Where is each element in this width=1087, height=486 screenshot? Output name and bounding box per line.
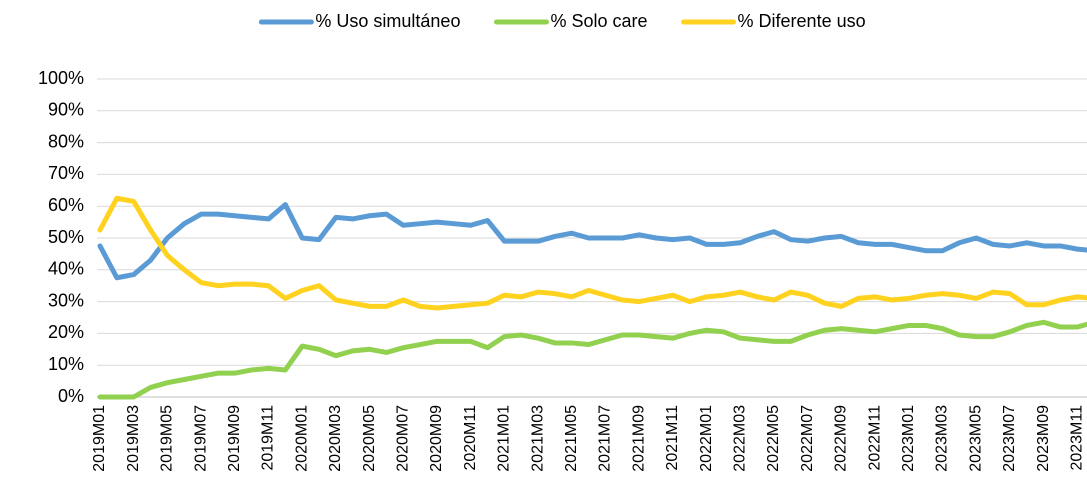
y-tick-label: 90% [48,100,84,120]
x-tick-label: 2019M03 [125,405,142,472]
x-tick-label: 2023M11 [1069,405,1086,471]
y-tick-label: 50% [48,227,84,247]
y-tick-label: 0% [58,386,84,406]
x-tick-label: 2021M03 [529,405,546,472]
series-line [97,319,1087,400]
x-tick-label: 2021M11 [664,405,681,471]
x-tick-label: 2020M03 [327,405,344,472]
y-tick-label: 10% [48,354,84,374]
x-tick-label: 2022M05 [765,405,782,472]
series-line [97,202,1087,281]
x-tick-label: 2020M07 [395,405,412,472]
x-tick-label: 2021M09 [630,405,647,472]
x-tick-label: 2019M01 [91,405,108,472]
x-tick-label: 2020M11 [462,405,479,471]
x-tick-label: 2020M09 [428,405,445,472]
x-tick-label: 2022M01 [698,405,715,472]
x-tick-label: 2023M05 [967,405,984,472]
x-tick-label: 2023M07 [1001,405,1018,472]
y-tick-label: 100% [38,68,84,88]
x-tick-label: 2019M09 [226,405,243,472]
legend-label: % Diferente uso [738,11,866,31]
x-tick-label: 2021M01 [496,405,513,472]
x-tick-label: 2019M11 [260,405,277,471]
series-line [97,195,1087,311]
x-tick-label: 2023M09 [1035,405,1052,472]
x-tick-label: 2019M05 [159,405,176,472]
y-tick-label: 70% [48,163,84,183]
legend-label: % Uso simultáneo [315,11,460,31]
x-tick-label: 2020M05 [361,405,378,472]
legend-label: % Solo care [550,11,647,31]
y-tick-label: 40% [48,259,84,279]
x-tick-label: 2021M05 [563,405,580,472]
x-tick-label: 2022M09 [833,405,850,472]
x-tick-label: 2022M11 [866,405,883,471]
x-tick-label: 2022M03 [732,405,749,472]
y-tick-label: 20% [48,322,84,342]
y-tick-label: 60% [48,195,84,215]
x-tick-label: 2019M07 [192,405,209,472]
x-tick-label: 2023M01 [900,405,917,472]
y-tick-label: 30% [48,290,84,310]
x-tick-label: 2022M07 [799,405,816,472]
x-tick-label: 2020M01 [293,405,310,472]
x-tick-label: 2023M03 [934,405,951,472]
y-tick-label: 80% [48,131,84,151]
x-tick-label: 2021M07 [597,405,614,472]
